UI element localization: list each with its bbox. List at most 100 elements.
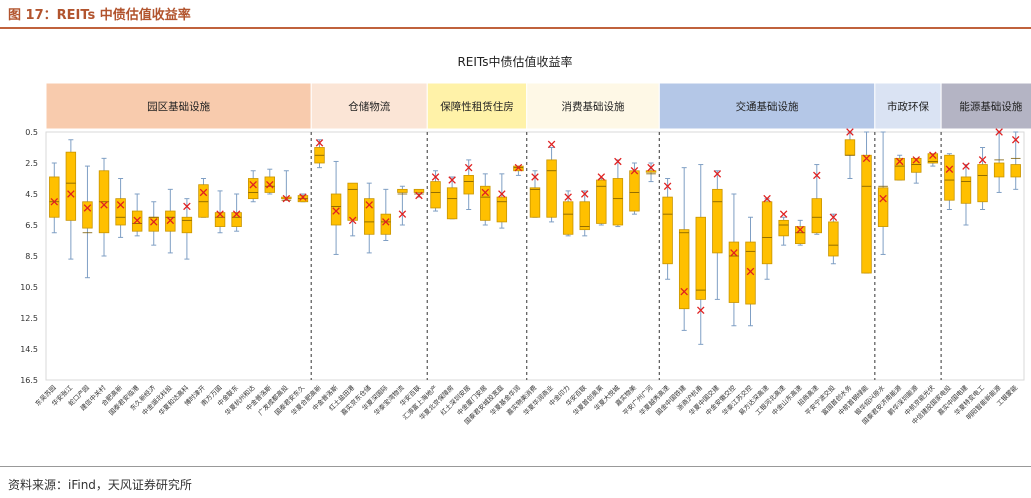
box (330, 193, 342, 226)
chart-area: REITs中债估值收益率 0.5 2.5 4.5 6.5 8.5 10.5 12.5 14.5… (20, 54, 1031, 426)
box (231, 212, 242, 227)
current-marker (315, 139, 324, 147)
y-tick-label: 6.5 (25, 221, 38, 230)
current-marker (514, 163, 523, 172)
box (380, 213, 392, 235)
y-tick-label: 0.5 (25, 128, 38, 137)
current-marker (67, 190, 75, 198)
plot-layer: 0.5 2.5 4.5 6.5 8.5 10.5 12.5 14.5 16.5 园区基础设施 仓储物… (20, 82, 1031, 426)
group-band (874, 82, 942, 130)
current-marker (282, 194, 291, 203)
group-band (45, 82, 312, 130)
current-marker (630, 166, 639, 175)
box (562, 201, 574, 235)
box (529, 187, 541, 218)
current-marker (166, 216, 175, 225)
box (993, 162, 1005, 178)
current-marker (713, 170, 722, 178)
group-band (940, 82, 1031, 130)
current-marker (382, 218, 390, 226)
box (795, 226, 806, 245)
current-marker (199, 188, 208, 197)
current-marker (647, 163, 655, 172)
box (446, 187, 458, 220)
current-marker (348, 216, 357, 225)
box (828, 221, 839, 257)
box (944, 154, 955, 201)
box (960, 176, 972, 204)
current-marker (448, 176, 456, 184)
box (115, 198, 126, 226)
group-label: 保障性租赁住房 (440, 100, 514, 113)
box (778, 219, 789, 237)
group-band (526, 82, 660, 130)
current-marker (299, 193, 307, 201)
current-marker (133, 216, 141, 225)
box (1010, 164, 1021, 178)
box (695, 216, 706, 300)
box (214, 212, 226, 227)
box (629, 170, 640, 212)
current-marker (332, 207, 340, 215)
current-marker (879, 194, 887, 203)
box (712, 188, 723, 254)
box (413, 188, 425, 193)
y-tick-label: 2.5 (25, 159, 38, 168)
box (397, 188, 408, 193)
title-rule (0, 27, 1031, 29)
current-marker (232, 210, 241, 218)
box (811, 198, 823, 234)
current-marker (813, 171, 821, 180)
current-marker (183, 202, 191, 211)
current-marker (498, 190, 506, 198)
box (480, 185, 491, 221)
current-marker (680, 287, 688, 296)
current-marker (1011, 135, 1020, 144)
group-label: 市政环保 (887, 100, 929, 113)
current-marker (962, 162, 970, 170)
current-marker (50, 197, 59, 206)
current-marker (580, 190, 589, 198)
current-marker (149, 218, 158, 226)
current-marker (846, 128, 854, 136)
current-marker (481, 188, 490, 197)
box (927, 153, 939, 164)
box (596, 179, 607, 224)
box (496, 196, 508, 223)
source-note: 资料来源：iFind，天风证券研究所 (8, 478, 192, 492)
box (745, 241, 756, 305)
box (198, 184, 209, 218)
box (678, 229, 690, 310)
y-tick-label: 8.5 (25, 252, 38, 261)
group-band (310, 82, 428, 130)
group-label: 仓储物流 (348, 100, 390, 113)
current-marker (415, 191, 423, 200)
group-label: 消费基础设施 (562, 100, 625, 113)
box (645, 170, 657, 173)
current-marker (564, 193, 572, 201)
y-tick-label: 10.5 (20, 283, 38, 292)
box (911, 157, 922, 173)
current-marker (431, 173, 440, 181)
box (82, 201, 93, 229)
figure-title: 图 17：REITs 中债估值收益率 (8, 8, 191, 23)
current-marker (266, 180, 274, 189)
plot-frame (45, 131, 1025, 381)
group-label: 能源基础设施 (959, 100, 1022, 113)
current-marker (464, 163, 473, 172)
current-marker (116, 201, 125, 209)
box (877, 187, 889, 227)
current-marker (365, 201, 373, 209)
box (546, 159, 557, 218)
current-marker (862, 154, 871, 163)
current-marker (663, 182, 672, 191)
current-marker (912, 156, 921, 164)
box (861, 154, 872, 274)
box (612, 178, 624, 226)
y-tick-label: 16.5 (20, 376, 38, 385)
box (662, 196, 673, 265)
group-label: 园区基础设施 (147, 100, 210, 113)
box (761, 201, 773, 265)
current-marker (249, 180, 257, 189)
box (247, 178, 259, 200)
